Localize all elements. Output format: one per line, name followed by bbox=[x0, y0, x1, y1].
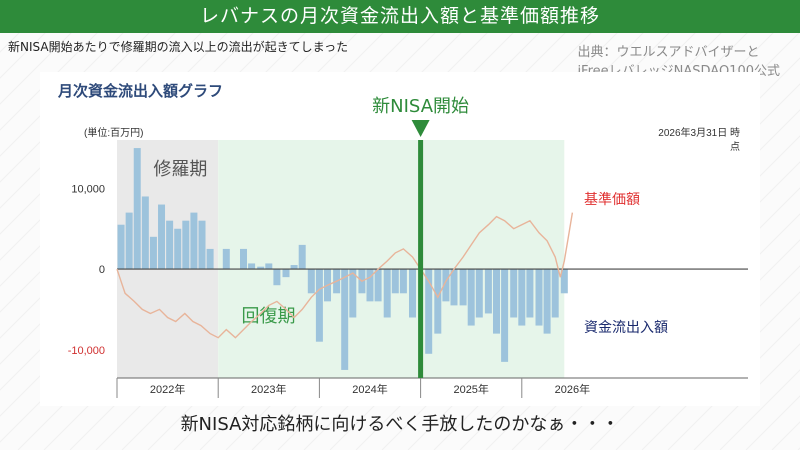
flow-bar bbox=[391, 269, 399, 294]
flow-bar bbox=[125, 212, 133, 270]
flow-bar bbox=[543, 269, 551, 334]
background-stripe bbox=[693, 343, 800, 450]
flow-bar bbox=[551, 269, 559, 318]
flow-bar bbox=[290, 265, 298, 270]
nisa-start-arrow bbox=[411, 120, 430, 137]
flow-bar bbox=[374, 269, 382, 302]
recovery-period-label: 回復期 bbox=[241, 306, 295, 327]
flow-bar bbox=[349, 269, 357, 318]
flow-bar bbox=[493, 269, 500, 334]
flow-bar bbox=[341, 269, 349, 370]
flow-bar bbox=[518, 269, 526, 326]
chart-title: 月次資金流出入額グラフ bbox=[57, 82, 223, 100]
flow-bar bbox=[475, 269, 483, 318]
background-stripe bbox=[0, 0, 105, 105]
flow-bar bbox=[459, 269, 467, 306]
flow-bar bbox=[298, 244, 306, 270]
flow-bar bbox=[560, 269, 568, 294]
shura-period-label: 修羅期 bbox=[153, 159, 207, 180]
flow-bar bbox=[282, 269, 290, 278]
flow-bar bbox=[399, 269, 407, 294]
y-tick-label: 10,000 bbox=[71, 183, 105, 195]
y-tick-label: -10,000 bbox=[68, 345, 105, 357]
flow-bar bbox=[206, 248, 214, 270]
y-tick-label: 0 bbox=[99, 264, 105, 276]
flow-bar bbox=[174, 228, 182, 270]
unit-label: (単位:百万円) bbox=[84, 126, 143, 139]
price-series-label: 基準価額 bbox=[584, 191, 640, 208]
source-line-1: 出典：ウエルスアドバイザーと bbox=[577, 45, 760, 60]
flow-bar bbox=[182, 220, 190, 270]
flow-bar bbox=[467, 269, 475, 326]
flow-bar bbox=[141, 196, 149, 270]
flow-bar bbox=[484, 269, 492, 314]
page-title: レバナスの月次資金流出入額と基準価額推移 bbox=[199, 5, 600, 27]
footer-caption: 新NISA対応銘柄に向けるべく手放したのかなぁ・・・ bbox=[180, 414, 620, 435]
flow-bar bbox=[535, 269, 543, 326]
flow-bar bbox=[222, 248, 230, 270]
flow-bar bbox=[133, 148, 141, 270]
flow-bar bbox=[315, 269, 323, 342]
flow-bar bbox=[149, 236, 157, 270]
flow-bar bbox=[158, 204, 166, 270]
flow-bar bbox=[409, 269, 417, 318]
flow-bar bbox=[265, 263, 273, 270]
flow-bar bbox=[501, 269, 509, 362]
flow-bar bbox=[190, 212, 198, 270]
x-tick-label: 2026年 bbox=[555, 382, 590, 396]
flow-bar bbox=[526, 269, 534, 318]
flow-bar bbox=[198, 220, 206, 270]
background-stripe bbox=[0, 0, 79, 79]
flow-series-label: 資金流出入額 bbox=[584, 320, 668, 336]
flow-bar bbox=[510, 269, 518, 318]
nisa-start-label: 新NISA開始 bbox=[372, 96, 469, 117]
flow-bar bbox=[450, 269, 458, 306]
flow-bar bbox=[442, 269, 450, 302]
flow-bar bbox=[166, 220, 174, 270]
background-stripe bbox=[719, 369, 800, 450]
flow-bar bbox=[366, 269, 374, 302]
flow-bar bbox=[434, 269, 442, 334]
flow-bar bbox=[248, 263, 256, 270]
date-label: 2026年3月31日 時 bbox=[658, 126, 740, 139]
flow-bar bbox=[257, 266, 265, 270]
x-tick-label: 2023年 bbox=[251, 382, 286, 396]
flow-bar bbox=[273, 269, 281, 286]
page-subtitle: 新NISA開始あたりで修羅期の流入以上の流出が起きてしまった bbox=[8, 40, 349, 54]
date-label-continued: 点 bbox=[730, 141, 740, 153]
page-title-banner: レバナスの月次資金流出入額と基準価額推移 bbox=[0, 0, 800, 33]
flow-bar bbox=[307, 269, 315, 294]
x-tick-label: 2024年 bbox=[352, 382, 387, 396]
flow-bar bbox=[425, 269, 433, 354]
price-line bbox=[116, 212, 574, 339]
x-tick-label: 2025年 bbox=[453, 382, 488, 396]
flow-bar bbox=[383, 269, 391, 318]
flow-bar bbox=[240, 248, 247, 270]
x-tick-label: 2022年 bbox=[150, 382, 185, 396]
recovery-period-band bbox=[218, 140, 565, 378]
flow-bar bbox=[117, 224, 125, 270]
